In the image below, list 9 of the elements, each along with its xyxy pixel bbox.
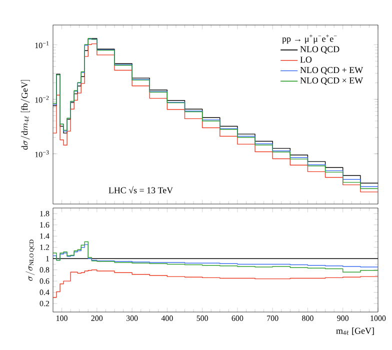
legend-label: NLO QCD × EW bbox=[300, 77, 364, 85]
annotation: LHC √s = 13 TeV bbox=[108, 186, 173, 194]
legend-label: NLO QCD bbox=[300, 46, 340, 54]
legend-label: LO bbox=[300, 56, 312, 63]
x-axis-title: m$_{4ℓ}$ [GeV] bbox=[336, 328, 374, 335]
legend-label: NLO QCD + EW bbox=[300, 67, 364, 74]
y-axis-title: $\mathrm{d}\sigma/\mathrm{d}m_{4\ell}\ [\mathrm{fb/GeV}]$ bbox=[20, 80, 30, 150]
y-axis-title: $\sigma/\sigma_{\mathrm{NLO\,QCD}}$ bbox=[26, 240, 35, 281]
legend-title: pp → μ$^{+}$μ$^{−}$e$^{+}$e$^{−}$ bbox=[282, 34, 337, 44]
